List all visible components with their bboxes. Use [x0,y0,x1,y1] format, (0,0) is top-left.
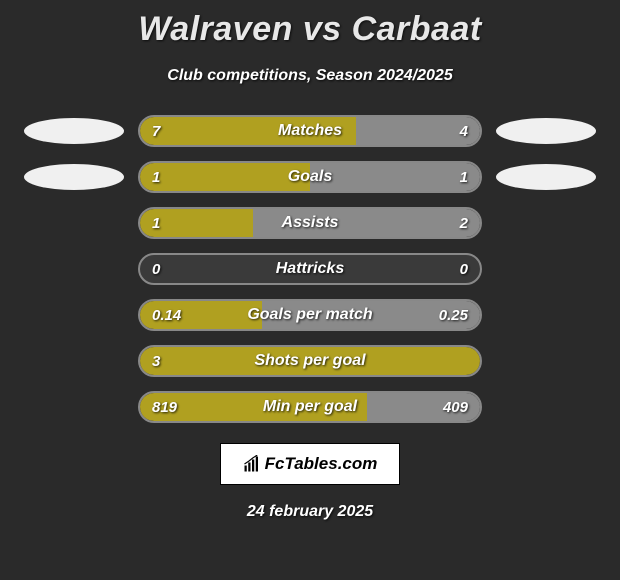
stat-bar-track: 74Matches [138,115,482,147]
spacer [496,348,596,374]
stat-bar-right [310,163,480,191]
stat-row: 11Goals [0,161,620,193]
spacer [24,256,124,282]
stat-bar-left [140,347,480,375]
spacer [496,394,596,420]
stat-value-right: 0 [460,255,468,283]
stat-row: 819409Min per goal [0,391,620,423]
stat-label: Hattricks [140,255,480,283]
stat-row: 0 0Hattricks [0,253,620,285]
stat-bar-left [140,301,262,329]
stat-bar-track: 11Goals [138,161,482,193]
stats-rows: 74Matches 11Goals 12Assists 0 0Hattricks 0.14… [0,115,620,423]
stat-bar-right [367,393,480,421]
stat-bar-left [140,117,356,145]
stat-row: 0.140.25Goals per match [0,299,620,331]
comparison-date: 24 february 2025 [0,503,620,521]
stat-bar-track: 819409Min per goal [138,391,482,423]
comparison-title: Walraven vs Carbaat [0,0,620,49]
player-right-badge [496,164,596,190]
stat-bar-track: 3Shots per goal [138,345,482,377]
stat-bar-track: 12Assists [138,207,482,239]
stat-bar-right [253,209,480,237]
player-left-badge [24,118,124,144]
stat-bar-right [356,117,480,145]
spacer [24,394,124,420]
logo-box[interactable]: FcTables.com [220,443,400,485]
spacer [496,256,596,282]
stat-bar-track: 0.140.25Goals per match [138,299,482,331]
stat-value-left: 0 [152,255,160,283]
spacer [24,348,124,374]
stat-row: 3Shots per goal [0,345,620,377]
stat-bar-left [140,393,367,421]
comparison-subtitle: Club competitions, Season 2024/2025 [0,67,620,85]
spacer [496,302,596,328]
spacer [24,210,124,236]
stat-bar-left [140,163,310,191]
spacer [496,210,596,236]
logo-text: FcTables.com [265,454,378,474]
spacer [24,302,124,328]
stat-bar-right [262,301,480,329]
stat-bar-left [140,209,253,237]
player-right-badge [496,118,596,144]
stat-bar-track: 0 0Hattricks [138,253,482,285]
stat-row: 74Matches [0,115,620,147]
player-left-badge [24,164,124,190]
stat-row: 12Assists [0,207,620,239]
chart-icon [243,455,261,473]
